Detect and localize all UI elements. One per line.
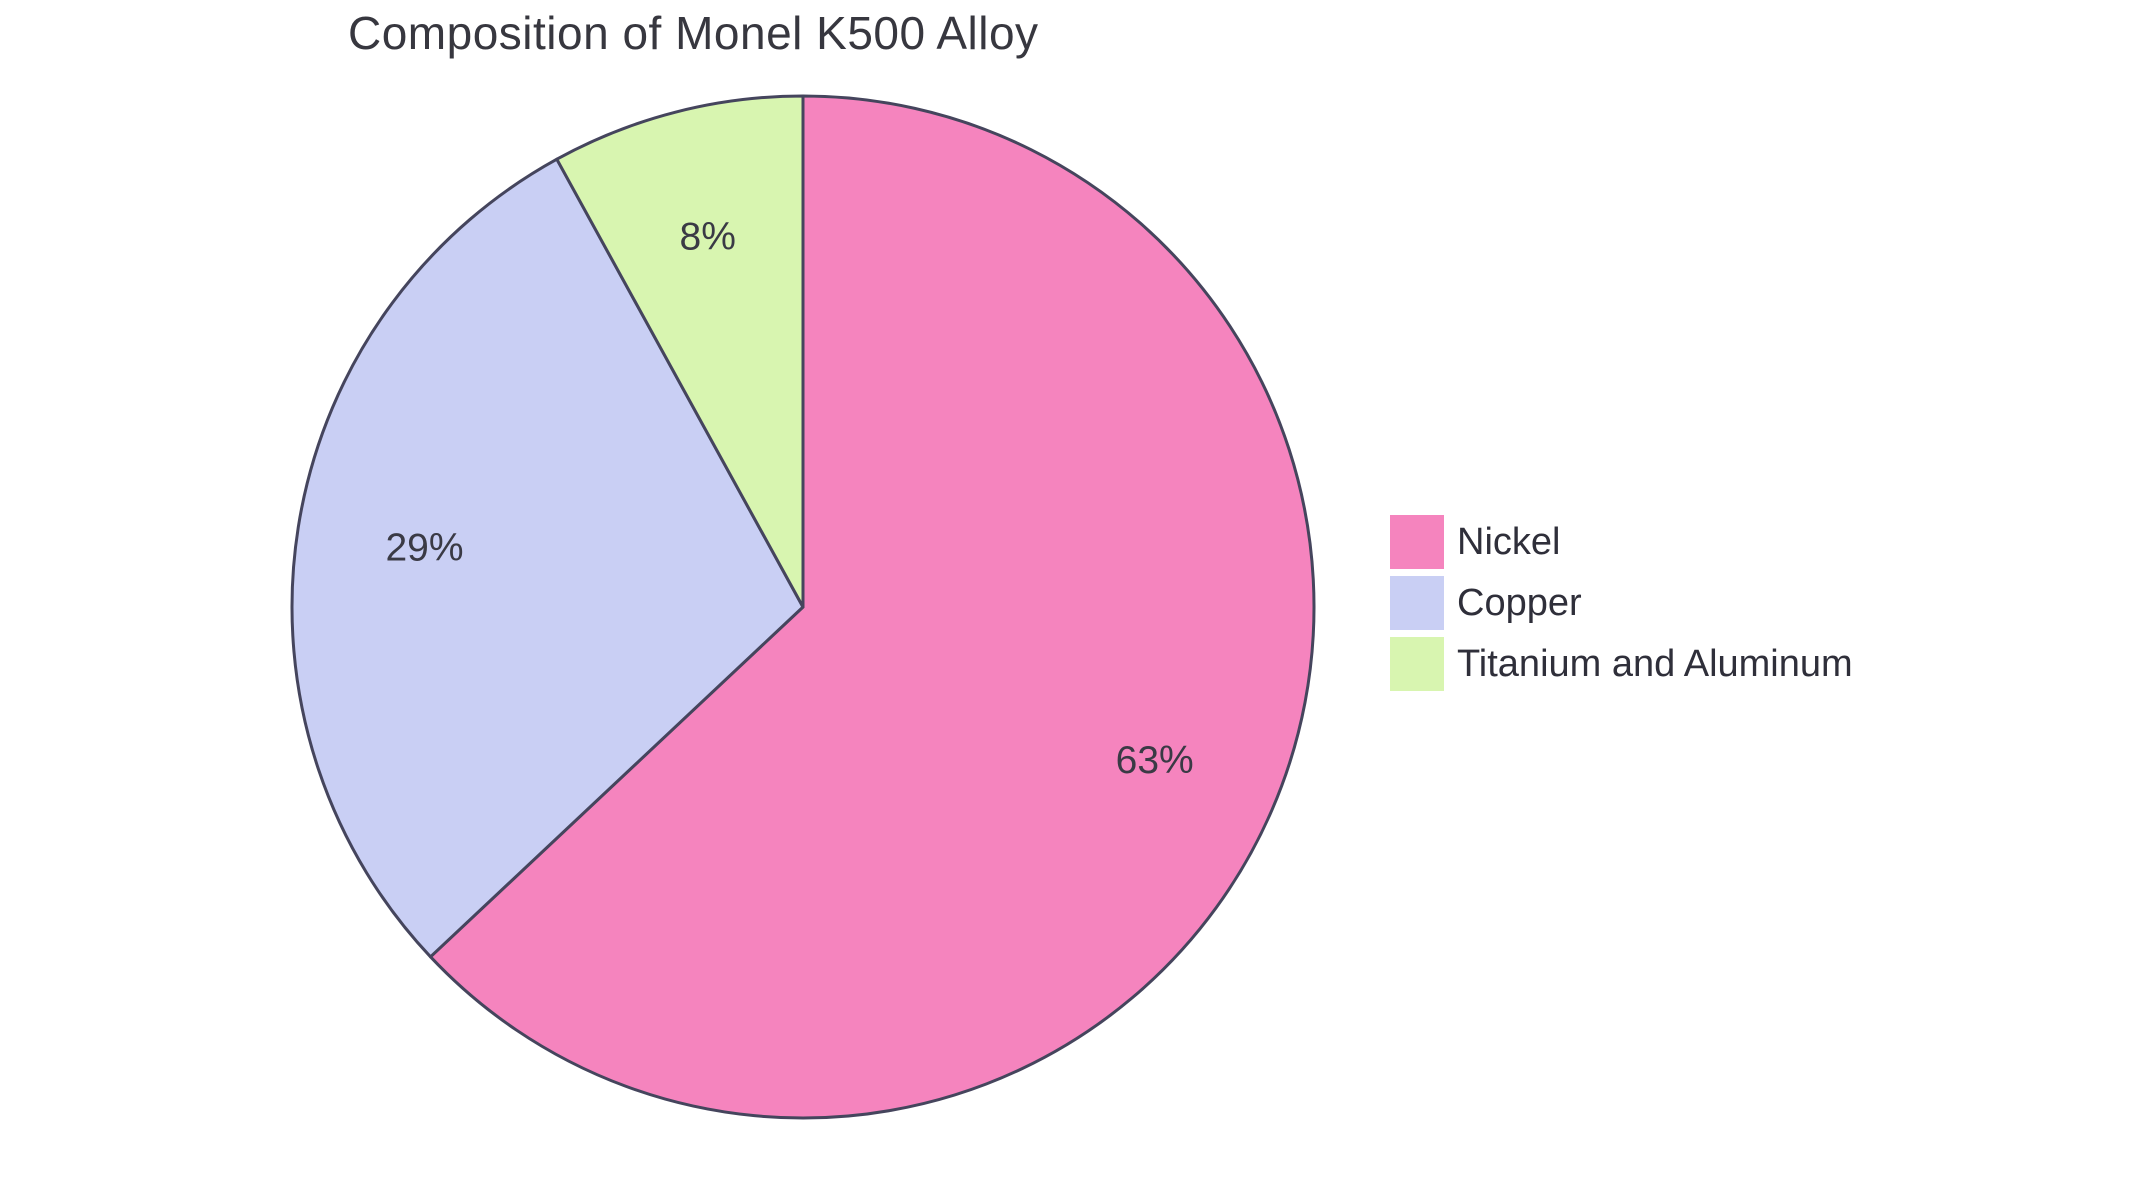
legend-label: Copper: [1457, 581, 1582, 624]
pie-slice-copper: [290, 157, 805, 959]
legend-label: Titanium and Aluminum: [1457, 642, 1853, 685]
legend-item: Copper: [1390, 576, 1853, 630]
slice-label: 63%: [1116, 739, 1194, 782]
legend-item: Nickel: [1390, 515, 1853, 569]
pie-slice-titanium-and-aluminum: [555, 94, 805, 609]
legend-item: Titanium and Aluminum: [1390, 637, 1853, 691]
legend-swatch: [1390, 576, 1444, 630]
legend-swatch: [1390, 637, 1444, 691]
legend-swatch: [1390, 515, 1444, 569]
slice-label: 29%: [385, 527, 463, 570]
pie-slice-nickel: [429, 94, 1316, 1120]
legend-label: Nickel: [1457, 520, 1561, 563]
slice-label: 8%: [680, 215, 736, 258]
legend: Nickel Copper Titanium and Aluminum: [1390, 515, 1853, 691]
chart-title: Composition of Monel K500 Alloy: [348, 7, 1039, 59]
